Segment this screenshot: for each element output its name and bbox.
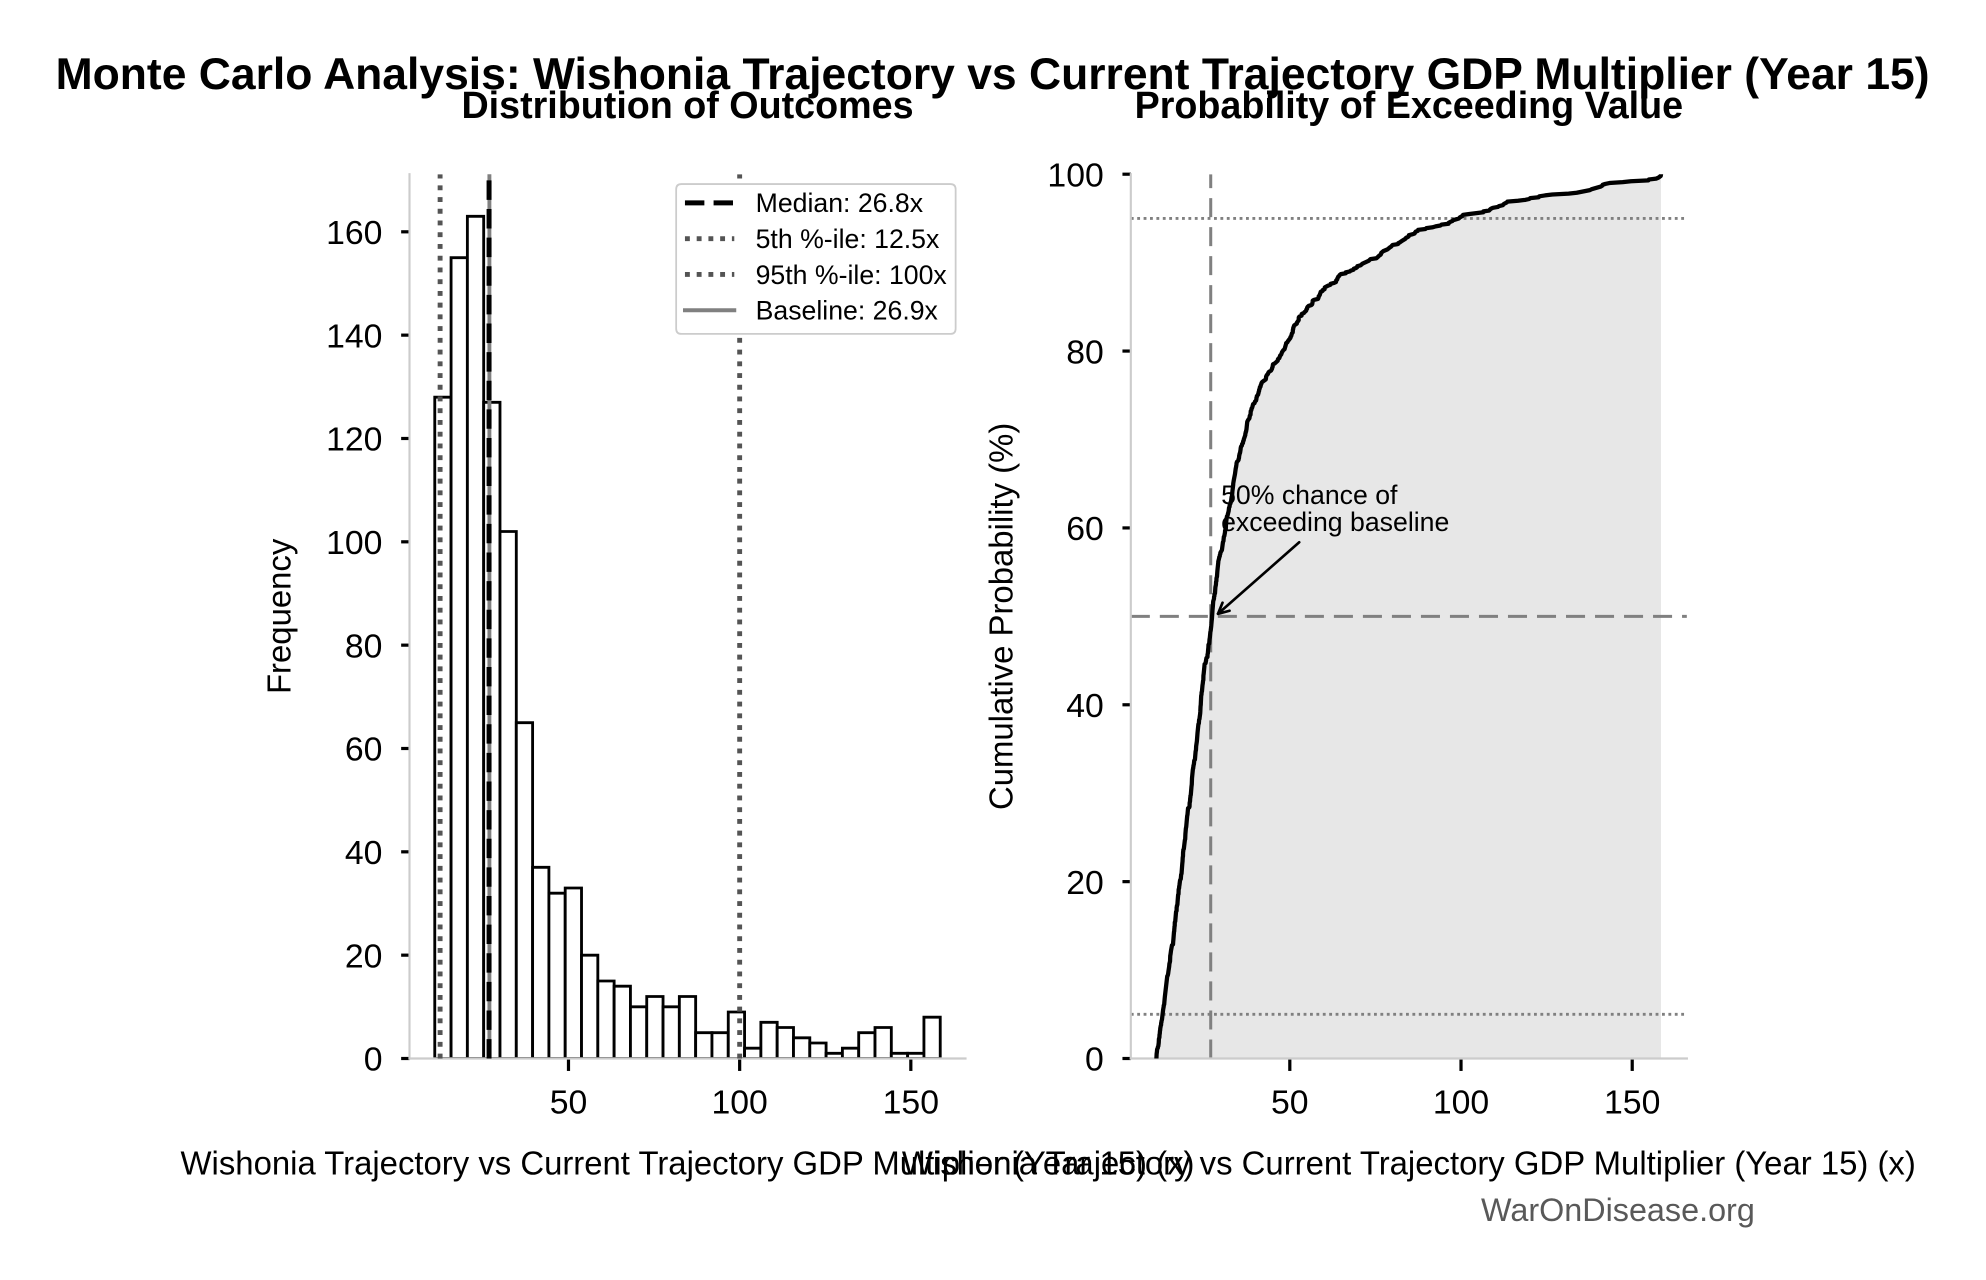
- svg-text:WarOnDisease.org: WarOnDisease.org: [1481, 1192, 1755, 1228]
- svg-text:Wishonia Trajectory vs Current: Wishonia Trajectory vs Current Trajector…: [902, 1144, 1916, 1181]
- svg-text:160: 160: [326, 214, 382, 252]
- svg-text:80: 80: [345, 627, 383, 665]
- svg-text:40: 40: [1066, 687, 1104, 725]
- svg-text:60: 60: [1066, 510, 1104, 548]
- svg-text:50% chance of: 50% chance of: [1221, 480, 1398, 510]
- svg-text:50: 50: [1271, 1084, 1309, 1122]
- svg-text:Distribution of Outcomes: Distribution of Outcomes: [461, 84, 913, 126]
- svg-text:Baseline: 26.9x: Baseline: 26.9x: [756, 296, 939, 326]
- svg-text:20: 20: [1066, 864, 1104, 902]
- svg-text:80: 80: [1066, 333, 1104, 371]
- svg-text:100: 100: [1433, 1084, 1489, 1122]
- svg-text:40: 40: [345, 834, 383, 872]
- svg-text:Frequency: Frequency: [261, 538, 298, 694]
- svg-text:140: 140: [326, 317, 382, 355]
- svg-text:Monte Carlo Analysis: Wishonia: Monte Carlo Analysis: Wishonia Trajector…: [56, 50, 1930, 99]
- svg-text:100: 100: [711, 1084, 767, 1122]
- svg-text:50: 50: [550, 1084, 588, 1122]
- svg-text:100: 100: [326, 524, 382, 562]
- svg-text:Median: 26.8x: Median: 26.8x: [756, 188, 924, 218]
- svg-text:100: 100: [1047, 156, 1103, 194]
- svg-text:0: 0: [364, 1041, 383, 1079]
- svg-text:120: 120: [326, 421, 382, 459]
- svg-text:20: 20: [345, 937, 383, 975]
- svg-text:60: 60: [345, 731, 383, 769]
- svg-text:0: 0: [1085, 1041, 1104, 1079]
- svg-text:5th %-ile: 12.5x: 5th %-ile: 12.5x: [756, 224, 940, 254]
- svg-text:Probability of Exceeding Value: Probability of Exceeding Value: [1135, 84, 1684, 126]
- svg-text:Cumulative Probability (%): Cumulative Probability (%): [983, 423, 1020, 810]
- svg-text:150: 150: [1604, 1084, 1660, 1122]
- svg-text:exceeding baseline: exceeding baseline: [1221, 507, 1449, 537]
- svg-text:Wishonia Trajectory vs Current: Wishonia Trajectory vs Current Trajector…: [181, 1144, 1195, 1181]
- svg-text:150: 150: [883, 1084, 939, 1122]
- svg-text:95th %-ile: 100x: 95th %-ile: 100x: [756, 260, 948, 290]
